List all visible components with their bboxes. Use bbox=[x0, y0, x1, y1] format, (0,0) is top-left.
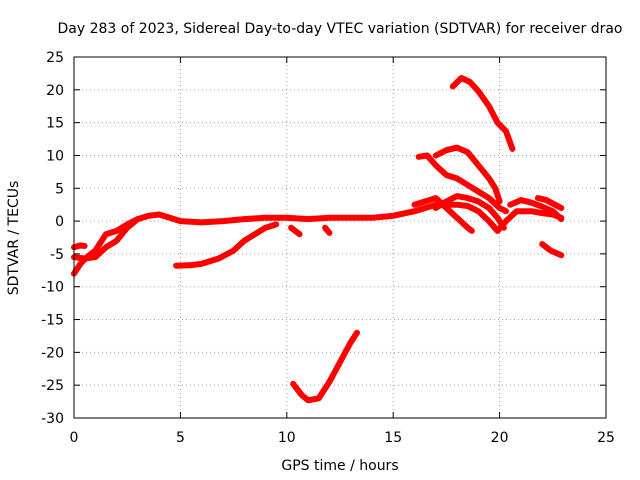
x-tick-label: 15 bbox=[384, 430, 402, 446]
series-high-arc bbox=[449, 75, 516, 152]
y-tick-label: -15 bbox=[41, 313, 64, 329]
series-dash-1 bbox=[288, 224, 303, 238]
y-tick-label: -5 bbox=[50, 247, 64, 263]
y-tick-label: 20 bbox=[46, 83, 64, 99]
series-main-band bbox=[71, 201, 565, 277]
series-start-cluster bbox=[71, 242, 88, 251]
series-mid-arc bbox=[432, 144, 503, 205]
y-axis-label: SDTVAR / TECUs bbox=[6, 181, 22, 296]
series-side-arc bbox=[432, 193, 507, 231]
x-tick-label: 20 bbox=[491, 430, 509, 446]
plot-frame bbox=[73, 56, 607, 419]
y-tick-label: 5 bbox=[55, 181, 64, 197]
x-tick-label: 0 bbox=[70, 430, 79, 446]
y-tick-label: 25 bbox=[46, 50, 64, 66]
x-tick-label: 10 bbox=[278, 430, 296, 446]
grid-layer bbox=[74, 57, 606, 418]
series-late-upper bbox=[534, 195, 565, 211]
chart-title: Day 283 of 2023, Sidereal Day-to-day VTE… bbox=[57, 21, 622, 37]
y-tick-label: -30 bbox=[41, 411, 64, 427]
y-tick-label: 0 bbox=[55, 214, 64, 230]
series-dip-curve bbox=[290, 329, 360, 404]
series-lower-arc bbox=[415, 152, 509, 215]
x-tick-label: 25 bbox=[597, 430, 615, 446]
y-tick-label: 15 bbox=[46, 116, 64, 132]
series-late-branch bbox=[507, 197, 565, 223]
series-dash-2 bbox=[322, 224, 333, 236]
x-tick-label: 5 bbox=[176, 430, 185, 446]
series-end-lower bbox=[539, 241, 565, 259]
series-lower-band bbox=[71, 216, 141, 262]
y-tick-label: -20 bbox=[41, 345, 64, 361]
x-axis-label: GPS time / hours bbox=[281, 458, 398, 474]
y-tick-label: -10 bbox=[41, 280, 64, 296]
y-tick-label: 10 bbox=[46, 148, 64, 164]
series-neg-branch bbox=[411, 195, 475, 234]
series-layer bbox=[71, 75, 565, 404]
y-tick-label: -25 bbox=[41, 378, 64, 394]
series-ramp-band bbox=[173, 221, 280, 269]
tick-layer: 0 5 10 15 20 25 -30 -25 -20 -15 -10 -5 0 5 10 15 20 25 bbox=[41, 50, 615, 446]
